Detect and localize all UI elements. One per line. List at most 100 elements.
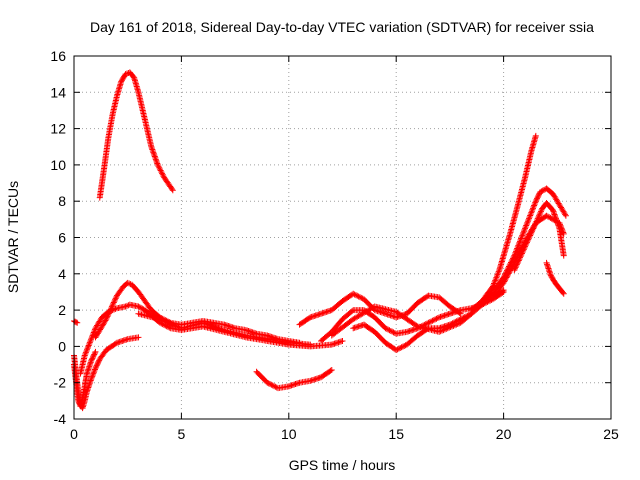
data-point xyxy=(307,341,314,348)
data-point xyxy=(495,268,502,275)
data-point xyxy=(517,253,524,260)
y-tick-label: 14 xyxy=(50,84,66,100)
data-point xyxy=(166,320,173,327)
data-point xyxy=(174,323,181,330)
data-point xyxy=(548,215,555,222)
data-point xyxy=(88,374,95,381)
data-point xyxy=(532,132,539,139)
data-point xyxy=(306,315,313,322)
data-point xyxy=(352,292,359,299)
data-point xyxy=(527,212,534,219)
data-point xyxy=(436,328,443,335)
data-point xyxy=(90,354,97,361)
data-point xyxy=(447,324,454,331)
x-axis-label: GPS time / hours xyxy=(289,457,396,473)
data-point xyxy=(355,293,362,300)
data-point xyxy=(139,305,146,312)
data-point xyxy=(556,219,563,226)
data-point xyxy=(449,323,456,330)
data-point xyxy=(93,363,100,370)
data-point xyxy=(562,211,569,218)
data-point xyxy=(502,277,509,284)
data-point xyxy=(91,366,98,373)
data-point xyxy=(559,228,566,235)
data-point xyxy=(517,254,524,261)
data-point xyxy=(523,240,530,247)
data-point xyxy=(112,295,119,302)
data-point xyxy=(159,170,166,177)
data-point xyxy=(158,168,165,175)
data-point xyxy=(110,299,117,306)
data-point xyxy=(453,321,460,328)
data-point xyxy=(502,275,509,282)
data-point xyxy=(112,305,119,312)
data-point xyxy=(519,232,526,239)
data-point xyxy=(156,166,163,173)
data-point xyxy=(88,376,95,383)
data-point xyxy=(112,340,119,347)
data-point xyxy=(537,208,544,215)
data-point xyxy=(138,304,145,311)
data-point xyxy=(267,381,274,388)
data-point xyxy=(506,269,513,276)
data-point xyxy=(558,225,565,232)
data-point xyxy=(535,193,542,200)
data-point xyxy=(515,258,522,265)
data-point xyxy=(557,222,564,229)
data-point xyxy=(522,243,529,250)
data-point xyxy=(356,294,363,301)
data-point xyxy=(454,321,461,328)
data-point xyxy=(94,361,101,368)
data-point xyxy=(525,235,532,242)
data-point xyxy=(175,324,182,331)
series-arc16 xyxy=(511,212,567,274)
series-arc13 xyxy=(468,132,539,314)
series-arc12 xyxy=(328,287,507,339)
data-point xyxy=(514,245,521,252)
data-point xyxy=(94,359,101,366)
data-point xyxy=(90,370,97,377)
data-point xyxy=(394,346,401,353)
data-point xyxy=(533,196,540,203)
data-point xyxy=(529,205,536,212)
data-point xyxy=(524,238,531,245)
data-point xyxy=(397,344,404,351)
data-point xyxy=(135,334,142,341)
data-point xyxy=(164,319,171,326)
data-point xyxy=(104,313,111,320)
data-point xyxy=(389,328,396,335)
data-point xyxy=(530,225,537,232)
data-point xyxy=(528,229,535,236)
data-point xyxy=(82,351,89,358)
y-tick-label: -2 xyxy=(54,375,67,391)
data-point xyxy=(108,305,115,312)
data-point xyxy=(519,231,526,238)
data-point xyxy=(539,187,546,194)
data-point xyxy=(95,358,102,365)
data-point xyxy=(393,347,400,354)
data-point xyxy=(538,188,545,195)
data-point xyxy=(524,219,531,226)
data-point xyxy=(433,315,440,322)
data-point xyxy=(523,221,530,228)
x-tick-label: 5 xyxy=(178,426,186,442)
data-point xyxy=(519,249,526,256)
data-point xyxy=(172,322,179,329)
data-point xyxy=(531,202,538,209)
data-point xyxy=(550,216,557,223)
data-point xyxy=(90,330,97,337)
data-point xyxy=(395,345,402,352)
data-point xyxy=(535,191,542,198)
x-tick-label: 0 xyxy=(70,426,78,442)
data-point xyxy=(451,322,458,329)
y-tick-label: 4 xyxy=(58,266,66,282)
series-arc9 xyxy=(296,290,464,328)
data-point xyxy=(156,316,163,323)
data-point xyxy=(526,215,533,222)
data-point xyxy=(518,235,525,242)
data-point xyxy=(527,232,534,239)
data-point xyxy=(339,337,346,344)
data-point xyxy=(532,198,539,205)
data-point xyxy=(522,225,529,232)
data-point xyxy=(92,365,99,372)
